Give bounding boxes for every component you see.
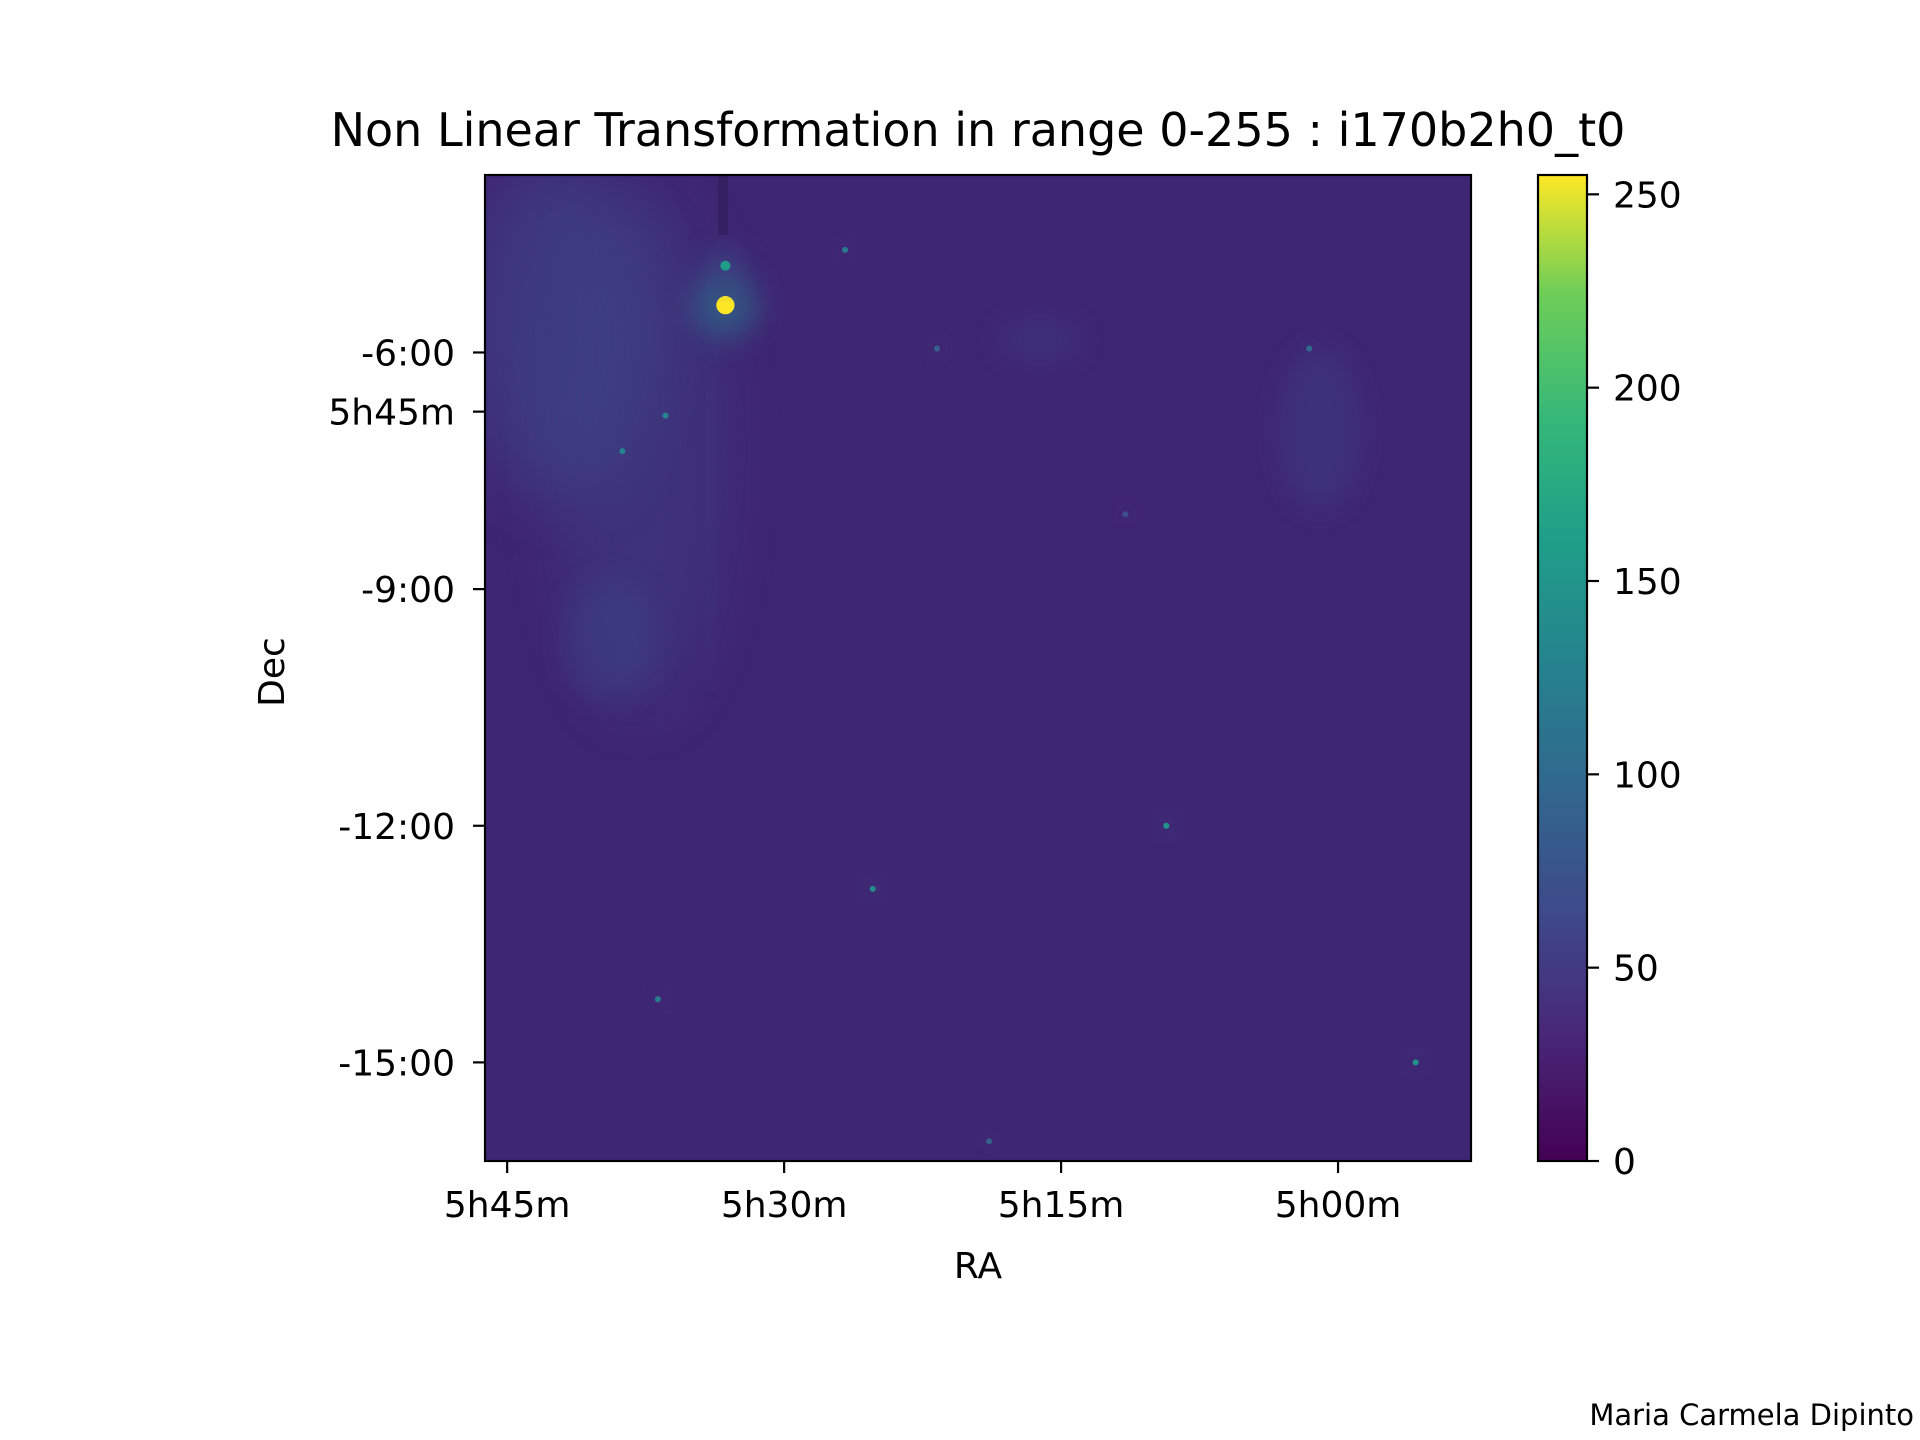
source-point bbox=[1412, 1059, 1419, 1066]
source-point bbox=[720, 260, 731, 271]
source-point bbox=[934, 345, 941, 352]
nebula-region bbox=[1000, 320, 1080, 360]
source-point bbox=[986, 1138, 993, 1145]
y-tick-label: -12:00 bbox=[338, 807, 455, 848]
source-point bbox=[842, 246, 849, 253]
x-tick-label: 5h30m bbox=[721, 1185, 848, 1226]
source-point bbox=[1306, 345, 1313, 352]
source-point bbox=[619, 448, 626, 455]
y-axis-label: Dec bbox=[252, 637, 293, 707]
colorbar-tick-label: 250 bbox=[1613, 175, 1682, 216]
y-tick-label: 5h45m bbox=[328, 393, 455, 434]
colorbar-gradient bbox=[1538, 175, 1587, 1161]
x-axis-label: RA bbox=[954, 1246, 1003, 1287]
point-sources bbox=[615, 242, 1423, 1148]
x-tick-label: 5h15m bbox=[998, 1185, 1125, 1226]
colorbar-frame bbox=[1536, 173, 1589, 1163]
colorbar: 0 50 100 150 200 250 bbox=[1536, 173, 1682, 1183]
x-axis: 5h45m 5h30m 5h15m 5h00m bbox=[444, 1161, 1402, 1226]
nebula-region bbox=[565, 580, 655, 700]
chart-title: Non Linear Transformation in range 0-255… bbox=[331, 103, 1626, 157]
source-point bbox=[869, 885, 876, 892]
colorbar-ticks: 0 50 100 150 200 250 bbox=[1587, 175, 1682, 1183]
nebulosity bbox=[485, 175, 1423, 1148]
y-tick-label: -6:00 bbox=[361, 333, 455, 374]
colorbar-tick-label: 0 bbox=[1613, 1142, 1636, 1183]
saturation-streak bbox=[718, 175, 728, 235]
source-point bbox=[662, 412, 669, 419]
x-tick-label: 5h00m bbox=[1275, 1185, 1402, 1226]
diffraction-spike bbox=[708, 260, 714, 680]
nebula-region bbox=[560, 190, 720, 710]
author-credit: Maria Carmela Dipinto bbox=[1589, 1398, 1914, 1432]
nebula-region bbox=[1280, 350, 1360, 510]
colorbar-tick-label: 150 bbox=[1613, 562, 1682, 603]
y-tick-label: -9:00 bbox=[361, 570, 455, 611]
source-point bbox=[716, 296, 735, 315]
y-tick-label: -15:00 bbox=[338, 1043, 455, 1084]
colorbar-tick-label: 200 bbox=[1613, 369, 1682, 410]
source-point bbox=[654, 996, 661, 1003]
colorbar-tick-label: 100 bbox=[1613, 755, 1682, 796]
plot-frame bbox=[483, 173, 1473, 1163]
colorbar-tick-label: 50 bbox=[1613, 949, 1659, 990]
y-axis: -6:00 5h45m -9:00 -12:00 -15:00 bbox=[328, 333, 485, 1084]
x-tick-label: 5h45m bbox=[444, 1185, 571, 1226]
heatmap-plot bbox=[483, 173, 1473, 1163]
source-point bbox=[1122, 511, 1129, 518]
source-point bbox=[1163, 822, 1170, 829]
